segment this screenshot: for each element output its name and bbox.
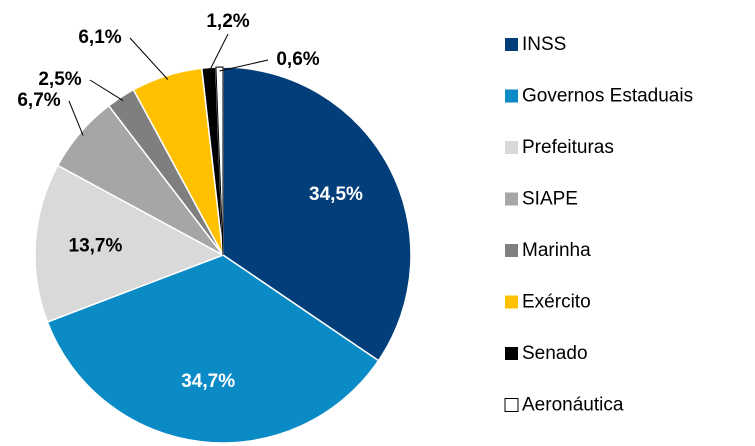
leader-line bbox=[68, 100, 84, 136]
legend-swatch bbox=[505, 89, 518, 103]
legend-label: Senado bbox=[522, 343, 588, 364]
leader-line bbox=[129, 37, 169, 80]
data-label: 1,2% bbox=[206, 11, 249, 32]
data-label: 34,7% bbox=[181, 371, 235, 392]
legend-swatch bbox=[505, 141, 518, 154]
data-label: 13,7% bbox=[69, 236, 123, 257]
legend-swatch bbox=[505, 347, 518, 360]
pie-slice bbox=[46, 254, 380, 444]
legend-label: Exército bbox=[522, 292, 591, 313]
legend-swatch bbox=[505, 244, 518, 257]
legend-swatch bbox=[504, 398, 519, 412]
legend-swatch bbox=[505, 38, 518, 51]
legend-swatch bbox=[505, 295, 518, 309]
legend-label: INSS bbox=[522, 34, 566, 55]
leader-line bbox=[89, 79, 124, 102]
legend-label: Aeronáutica bbox=[522, 395, 624, 416]
leader-line bbox=[219, 59, 269, 72]
legend-label: Governos Estaduais bbox=[522, 86, 693, 107]
data-label: 0,6% bbox=[276, 49, 319, 70]
data-label: 34,5% bbox=[309, 184, 363, 205]
legend-label: Marinha bbox=[522, 240, 591, 261]
data-label: 6,1% bbox=[78, 27, 121, 48]
legend-label: Prefeituras bbox=[522, 137, 614, 158]
pie-slice bbox=[215, 66, 224, 256]
pie-slice bbox=[34, 164, 225, 323]
pie-slice bbox=[222, 66, 412, 362]
data-label: 2,5% bbox=[38, 69, 81, 90]
data-label: 6,7% bbox=[17, 90, 60, 111]
legend-swatch bbox=[505, 192, 518, 206]
leader-line bbox=[208, 33, 229, 72]
legend-label: SIAPE bbox=[522, 189, 578, 210]
